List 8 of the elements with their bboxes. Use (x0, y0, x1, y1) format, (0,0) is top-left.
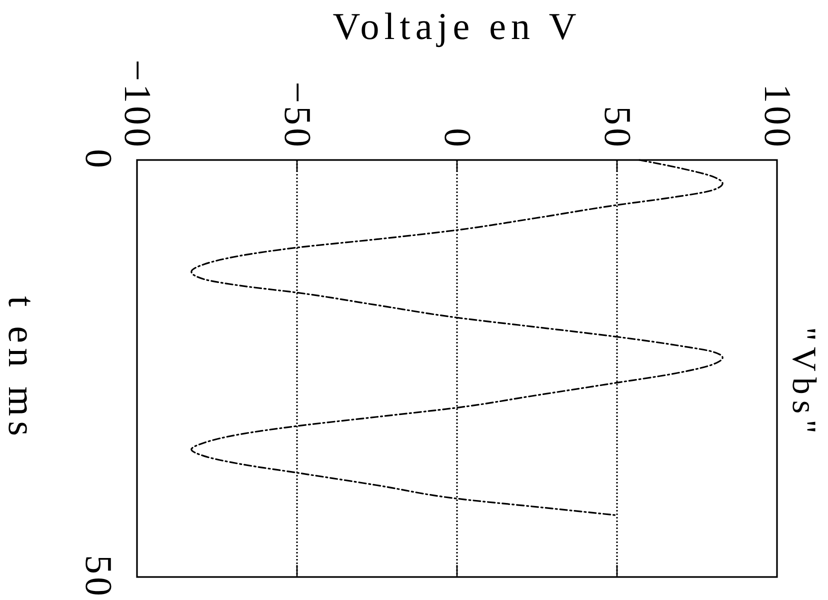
y-axis-title: t en ms (0, 296, 42, 441)
x-tick-label: −100 (116, 60, 158, 150)
x-tick-label: 100 (756, 84, 798, 150)
x-tick-label: 50 (596, 106, 638, 150)
x-tick-label: −50 (276, 82, 318, 150)
text: "Vbs" (786, 327, 822, 440)
x-axis-title: Voltaje en V (332, 6, 582, 48)
x-tick-label: 0 (436, 128, 478, 150)
